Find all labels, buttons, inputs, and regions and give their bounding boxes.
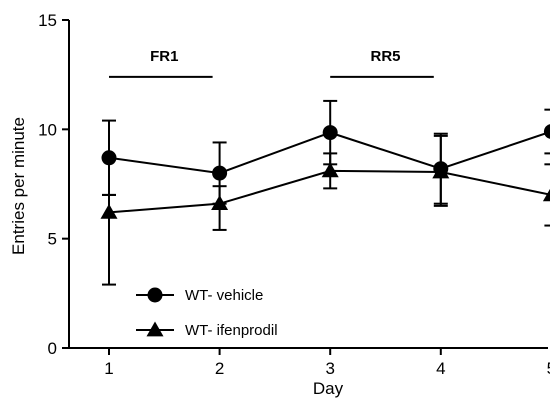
series-ifenprodil: [100, 134, 550, 286]
legend: WT- vehicle WT- ifenprodil: [136, 287, 278, 339]
data-point: [101, 150, 117, 166]
plot-series: [100, 99, 550, 286]
y-tick-label: 15: [38, 11, 57, 30]
axes: 051015123456: [38, 11, 550, 378]
data-point: [212, 165, 228, 181]
series-line: [108, 169, 550, 214]
legend-label: WT- vehicle: [185, 287, 263, 304]
data-point: [543, 124, 550, 139]
series-vehicle: [101, 99, 550, 205]
x-tick-label: 4: [436, 359, 445, 378]
data-point: [432, 163, 450, 179]
x-axis-title: Day: [313, 379, 344, 398]
data-point: [211, 195, 229, 211]
y-axis-title: Entries per minute: [9, 117, 28, 255]
legend-marker: [147, 287, 163, 303]
data-point: [542, 188, 550, 202]
series-line: [108, 130, 550, 175]
legend-label: WT- ifenprodil: [185, 322, 278, 339]
phase-labels: FR1RR5RR10: [109, 48, 434, 78]
data-point: [322, 125, 338, 141]
y-tick-label: 0: [48, 339, 57, 358]
x-tick-label: 2: [215, 359, 224, 378]
data-point: [321, 162, 339, 178]
data-point: [100, 203, 118, 219]
phase-label: RR5: [370, 48, 400, 65]
x-tick-label: 3: [325, 359, 334, 378]
x-tick-label: 1: [104, 359, 113, 378]
phase-label: FR1: [150, 48, 178, 65]
legend-marker: [146, 321, 164, 337]
x-tick-label: 5: [547, 359, 550, 378]
y-tick-label: 10: [38, 120, 57, 139]
y-tick-label: 5: [48, 230, 57, 249]
